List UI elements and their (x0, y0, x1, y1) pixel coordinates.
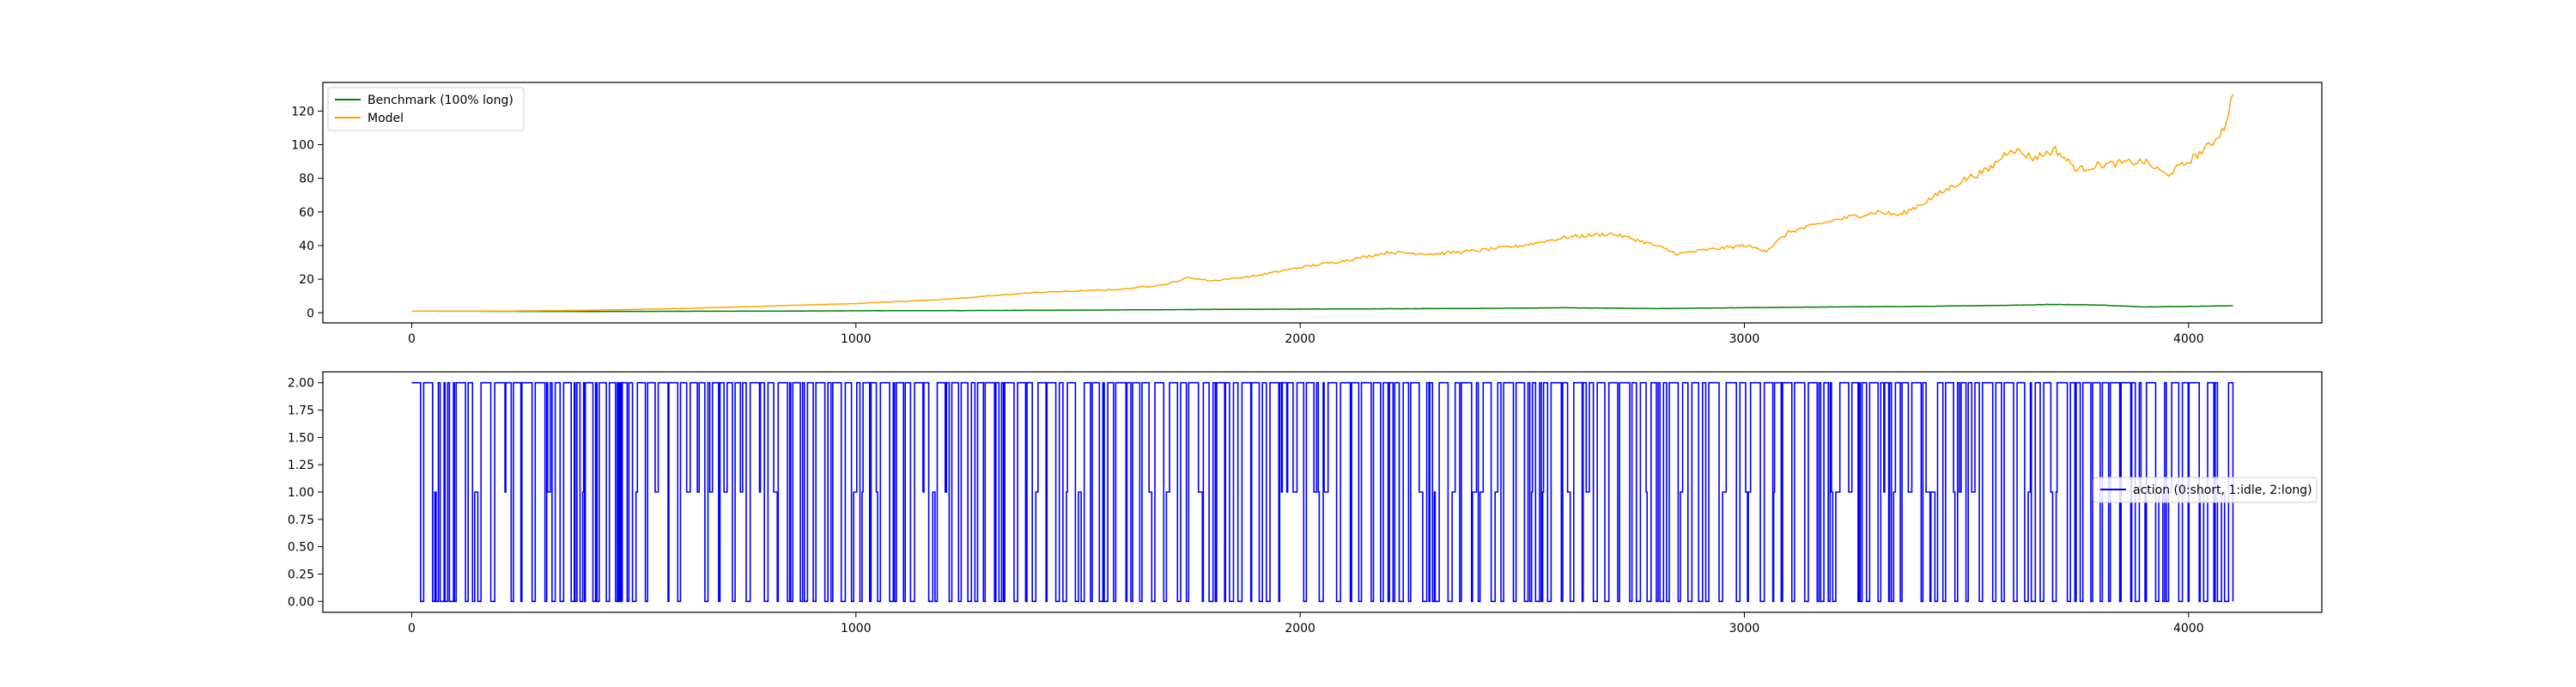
bottom-y-tick-label: 1.25 (288, 459, 314, 472)
legend-label-action: action (0:short, 1:idle, 2:long) (2133, 483, 2312, 497)
top-x-tick-label: 1000 (841, 332, 872, 346)
bottom-panel-legend: action (0:short, 1:idle, 2:long) (2093, 477, 2318, 503)
top-y-tick-label: 80 (299, 173, 314, 186)
top-y-tick-label: 0 (307, 307, 314, 320)
series-line-action (411, 381, 2234, 603)
top-panel-ticks: 0 1000 2000 3000 4000 0 20 40 60 80 100 120 (291, 105, 2203, 346)
legend-box (2093, 477, 2318, 503)
top-panel-frame (322, 82, 2323, 324)
bottom-x-tick-label: 1000 (841, 622, 872, 635)
bottom-panel: 0 1000 2000 3000 4000 0.00 0.25 0.50 0.75 1.00 1.2… (288, 371, 2323, 635)
top-y-tick-label: 20 (299, 273, 314, 287)
bottom-y-tick-label: 1.50 (288, 431, 314, 445)
bottom-y-tick-label: 0.50 (288, 541, 314, 555)
bottom-panel-ticks: 0 1000 2000 3000 4000 0.00 0.25 0.50 0.75 1.00 1.2… (288, 377, 2204, 635)
top-y-tick-label: 100 (291, 138, 314, 152)
top-y-tick-label: 60 (299, 206, 314, 220)
legend-box (327, 87, 525, 131)
top-panel: 0 1000 2000 3000 4000 0 20 40 60 80 100 120 Benchma… (291, 82, 2323, 346)
top-y-tick-label: 40 (299, 240, 314, 253)
bottom-x-tick-label: 0 (408, 622, 416, 635)
legend-label-benchmark: Benchmark (100% long) (368, 94, 513, 107)
legend-label-model: Model (368, 112, 404, 125)
bottom-x-tick-label: 4000 (2173, 622, 2204, 635)
bottom-y-tick-label: 0.00 (288, 595, 314, 609)
bottom-x-tick-label: 2000 (1285, 622, 1315, 635)
bottom-panel-lines (411, 381, 2234, 603)
bottom-y-tick-label: 0.75 (288, 514, 314, 527)
bottom-y-tick-label: 0.25 (288, 568, 314, 581)
bottom-y-tick-label: 1.00 (288, 486, 314, 500)
series-line-1 (411, 94, 2234, 313)
bottom-panel-frame (322, 371, 2323, 613)
top-x-tick-label: 4000 (2173, 332, 2204, 346)
top-panel-legend: Benchmark (100% long) Model (327, 87, 525, 131)
top-y-tick-label: 120 (291, 105, 314, 119)
top-x-tick-label: 3000 (1729, 332, 1760, 346)
bottom-y-tick-label: 1.75 (288, 404, 314, 418)
top-x-tick-label: 2000 (1285, 332, 1315, 346)
series-line-0 (411, 303, 2233, 313)
bottom-y-tick-label: 2.00 (288, 377, 314, 391)
bottom-x-tick-label: 3000 (1729, 622, 1760, 635)
top-x-tick-label: 0 (408, 332, 416, 346)
top-panel-lines (411, 94, 2234, 313)
